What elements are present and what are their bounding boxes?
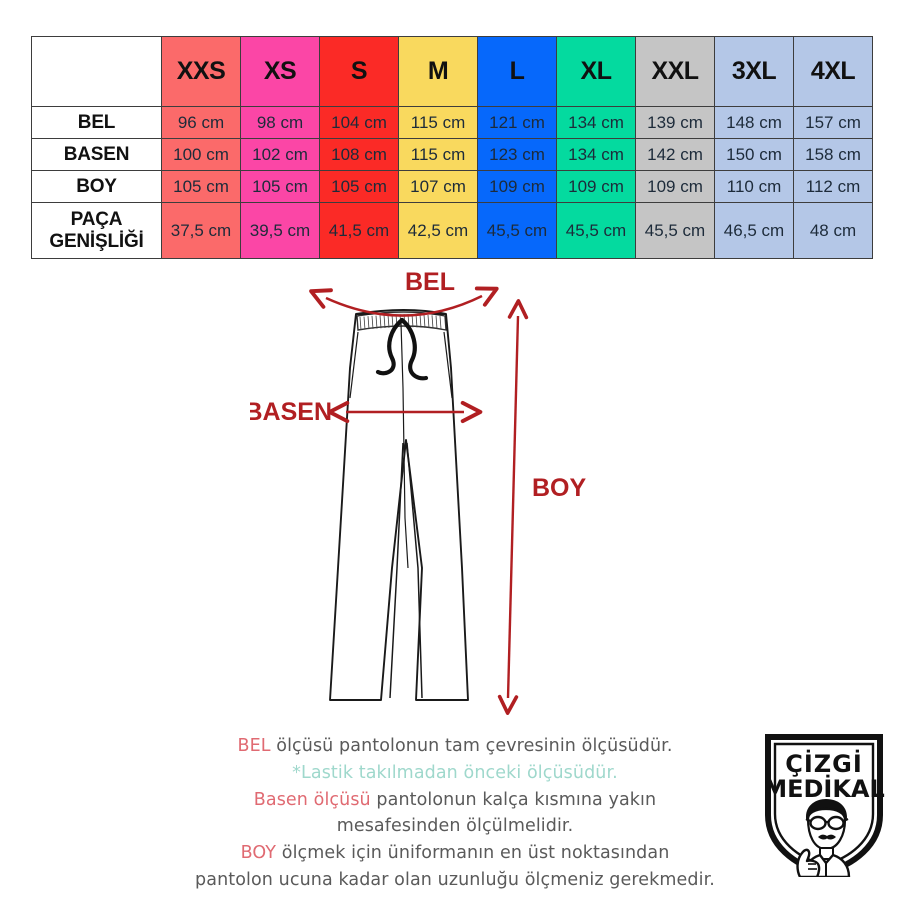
waist-measure-arrow bbox=[309, 286, 499, 317]
cell-value: 139 cm bbox=[635, 106, 715, 139]
instruction-text: ölçmek için üniformanın en üst noktasınd… bbox=[276, 843, 670, 864]
instruction-line-1: BEL ölçüsü pantolonun tam çevresinin ölç… bbox=[140, 733, 770, 760]
pants-measurement-diagram: BEL BASEN BOY bbox=[250, 268, 680, 728]
cell-value: 158 cm bbox=[793, 138, 873, 171]
cell-value: 37,5 cm bbox=[161, 202, 241, 259]
size-header-label: S bbox=[350, 57, 368, 85]
size-header-m: M bbox=[398, 36, 478, 107]
length-measure-arrow bbox=[497, 299, 529, 715]
size-header-label: XL bbox=[580, 57, 612, 85]
pants-silhouette bbox=[329, 313, 469, 701]
cell-value: 105 cm bbox=[240, 170, 320, 203]
cell-value: 96 cm bbox=[161, 106, 241, 139]
size-header-s: S bbox=[319, 36, 399, 107]
cell-value: 150 cm bbox=[714, 138, 794, 171]
cell-value: 148 cm bbox=[714, 106, 794, 139]
table-row: BASEN 100 cm 102 cm 108 cm 115 cm 123 cm… bbox=[31, 138, 873, 171]
table-row: PAÇA GENİŞLİĞİ 37,5 cm 39,5 cm 41,5 cm 4… bbox=[31, 202, 873, 259]
instruction-line-4: mesafesinden ölçülmelidir. bbox=[336, 816, 574, 837]
cell-value: 109 cm bbox=[635, 170, 715, 203]
cell-value: 45,5 cm bbox=[477, 202, 557, 259]
instruction-text: pantolonun kalça kısmına yakın bbox=[370, 789, 657, 810]
cell-value: 112 cm bbox=[793, 170, 873, 203]
table-row: BEL 96 cm 98 cm 104 cm 115 cm 121 cm 134… bbox=[31, 106, 873, 139]
cell-value: 39,5 cm bbox=[240, 202, 320, 259]
drawstring bbox=[375, 317, 429, 381]
size-header-label: 3XL bbox=[731, 57, 777, 85]
size-header-xxl: XXL bbox=[635, 36, 715, 107]
cell-value: 110 cm bbox=[714, 170, 794, 203]
keyword-bel: BEL bbox=[237, 736, 271, 756]
cell-value: 42,5 cm bbox=[398, 202, 478, 259]
pocket-seams bbox=[349, 331, 453, 399]
cell-value: 142 cm bbox=[635, 138, 715, 171]
keyword-basen: Basen ölçüsü bbox=[253, 789, 371, 810]
logo-line-1: ÇİZGİ bbox=[785, 749, 863, 778]
hip-label: BASEN bbox=[250, 398, 332, 426]
mascot-illustration bbox=[796, 799, 851, 877]
size-header-label: 4XL bbox=[810, 57, 856, 85]
size-header-xl: XL bbox=[556, 36, 636, 107]
row-label-line1: PAÇA bbox=[70, 209, 123, 231]
size-header-xs: XS bbox=[240, 36, 320, 107]
instruction-line-3: Basen ölçüsü pantolonun kalça kısmına ya… bbox=[140, 787, 770, 814]
cell-value: 107 cm bbox=[398, 170, 478, 203]
size-header-4xl: 4XL bbox=[793, 36, 873, 107]
size-header-xxs: XXS bbox=[161, 36, 241, 107]
cell-value: 104 cm bbox=[319, 106, 399, 139]
cell-value: 123 cm bbox=[477, 138, 557, 171]
cell-value: 115 cm bbox=[398, 106, 478, 139]
instruction-line-6: pantolon ucuna kadar olan uzunluğu ölçme… bbox=[195, 869, 715, 890]
pants-outline bbox=[329, 313, 469, 701]
leg-seams bbox=[389, 442, 423, 699]
cell-value: 100 cm bbox=[161, 138, 241, 171]
table-header-row: XXS XS S M L XL bbox=[31, 36, 873, 107]
instruction-text: ölçüsü pantolonun tam çevresinin ölçüsüd… bbox=[270, 736, 673, 756]
size-header-label: L bbox=[509, 57, 525, 85]
cell-value: 41,5 cm bbox=[319, 202, 399, 259]
size-table-container: XXS XS S M L XL bbox=[31, 36, 873, 259]
cell-value: 46,5 cm bbox=[714, 202, 794, 259]
measurement-instructions: BEL ölçüsü pantolonun tam çevresinin ölç… bbox=[140, 733, 770, 894]
instruction-line-2-note: *Lastik takılmadan önceki ölçüsüdür. bbox=[292, 762, 618, 783]
cell-value: 105 cm bbox=[161, 170, 241, 203]
cell-value: 109 cm bbox=[556, 170, 636, 203]
waist-label: BEL bbox=[405, 268, 455, 296]
cell-value: 98 cm bbox=[240, 106, 320, 139]
cell-value: 45,5 cm bbox=[556, 202, 636, 259]
cell-value: 109 cm bbox=[477, 170, 557, 203]
cell-value: 108 cm bbox=[319, 138, 399, 171]
table-row: BOY 105 cm 105 cm 105 cm 107 cm 109 cm 1… bbox=[31, 170, 873, 203]
size-header-label: XXL bbox=[651, 57, 699, 85]
size-header-label: M bbox=[427, 57, 449, 85]
keyword-boy: BOY bbox=[240, 843, 277, 864]
row-label-boy: BOY bbox=[31, 170, 162, 203]
length-label: BOY bbox=[532, 474, 587, 502]
cell-value: 115 cm bbox=[398, 138, 478, 171]
center-front-seam bbox=[400, 322, 409, 569]
cell-value: 48 cm bbox=[793, 202, 873, 259]
cell-value: 134 cm bbox=[556, 138, 636, 171]
row-label-paca-genisligi: PAÇA GENİŞLİĞİ bbox=[31, 202, 162, 259]
size-header-label: XXS bbox=[176, 57, 226, 85]
size-table: XXS XS S M L XL bbox=[31, 36, 873, 259]
size-header-3xl: 3XL bbox=[714, 36, 794, 107]
cell-value: 105 cm bbox=[319, 170, 399, 203]
row-label-basen: BASEN bbox=[31, 138, 162, 171]
cell-value: 157 cm bbox=[793, 106, 873, 139]
size-header-label: XS bbox=[263, 57, 297, 85]
cell-value: 121 cm bbox=[477, 106, 557, 139]
cell-value: 102 cm bbox=[240, 138, 320, 171]
cell-value: 45,5 cm bbox=[635, 202, 715, 259]
cell-value: 134 cm bbox=[556, 106, 636, 139]
row-label-line2: GENİŞLİĞİ bbox=[49, 230, 144, 252]
brand-logo: ÇİZGİ MEDİKAL bbox=[762, 727, 886, 877]
logo-line-2: MEDİKAL bbox=[763, 774, 885, 803]
table-corner-cell bbox=[31, 36, 162, 107]
size-header-l: L bbox=[477, 36, 557, 107]
instruction-line-5: BOY ölçmek için üniformanın en üst nokta… bbox=[140, 840, 770, 867]
row-label-bel: BEL bbox=[31, 106, 162, 139]
